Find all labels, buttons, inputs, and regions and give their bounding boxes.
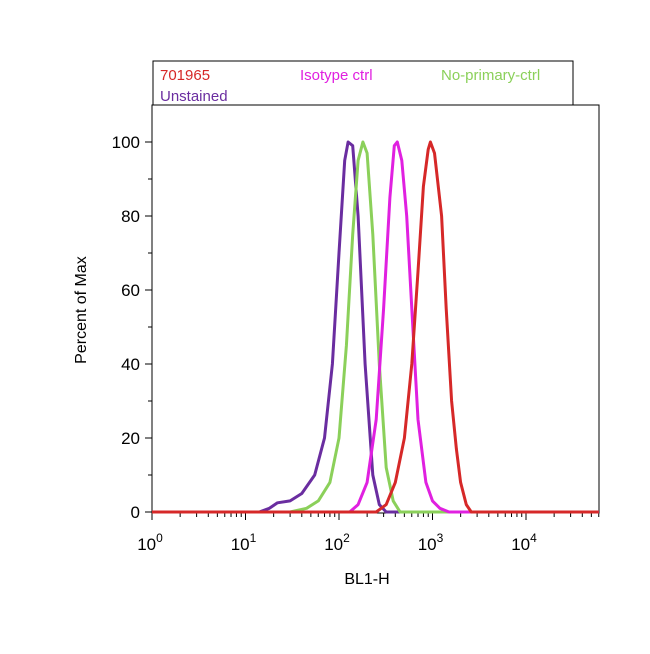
y-tick-label: 60 bbox=[121, 281, 140, 300]
series-line-isotype-ctrl bbox=[152, 140, 599, 514]
legend-entry-unstained: Unstained bbox=[160, 88, 228, 105]
y-tick-label: 40 bbox=[121, 355, 140, 374]
series-line-unstained bbox=[152, 140, 599, 514]
legend-entry-701965: 701965 bbox=[160, 67, 210, 84]
legend-box bbox=[152, 60, 574, 106]
y-tick-label: 100 bbox=[112, 133, 140, 152]
legend-entry-no-primary-ctrl: No-primary-ctrl bbox=[441, 67, 540, 84]
y-axis: 0 20 40 60 80 100 bbox=[112, 133, 152, 522]
series-line-701965 bbox=[152, 140, 599, 514]
y-tick-label: 0 bbox=[131, 503, 140, 522]
y-tick-label: 80 bbox=[121, 207, 140, 226]
x-tick-label: 102 bbox=[324, 531, 350, 554]
x-tick-label: 103 bbox=[418, 531, 444, 554]
x-tick-label: 104 bbox=[511, 531, 537, 554]
x-tick-label: 101 bbox=[231, 531, 257, 554]
y-axis-title: Percent of Max bbox=[73, 256, 90, 364]
legend-entry-isotype-ctrl: Isotype ctrl bbox=[300, 67, 373, 84]
x-axis-title: BL1-H bbox=[344, 571, 389, 588]
y-tick-label: 20 bbox=[121, 429, 140, 448]
series-line-no-primary-ctrl bbox=[152, 140, 599, 514]
x-axis: 100 101 102 103 104 bbox=[137, 513, 600, 554]
series-layer bbox=[152, 140, 599, 514]
x-tick-label: 100 bbox=[137, 531, 163, 554]
